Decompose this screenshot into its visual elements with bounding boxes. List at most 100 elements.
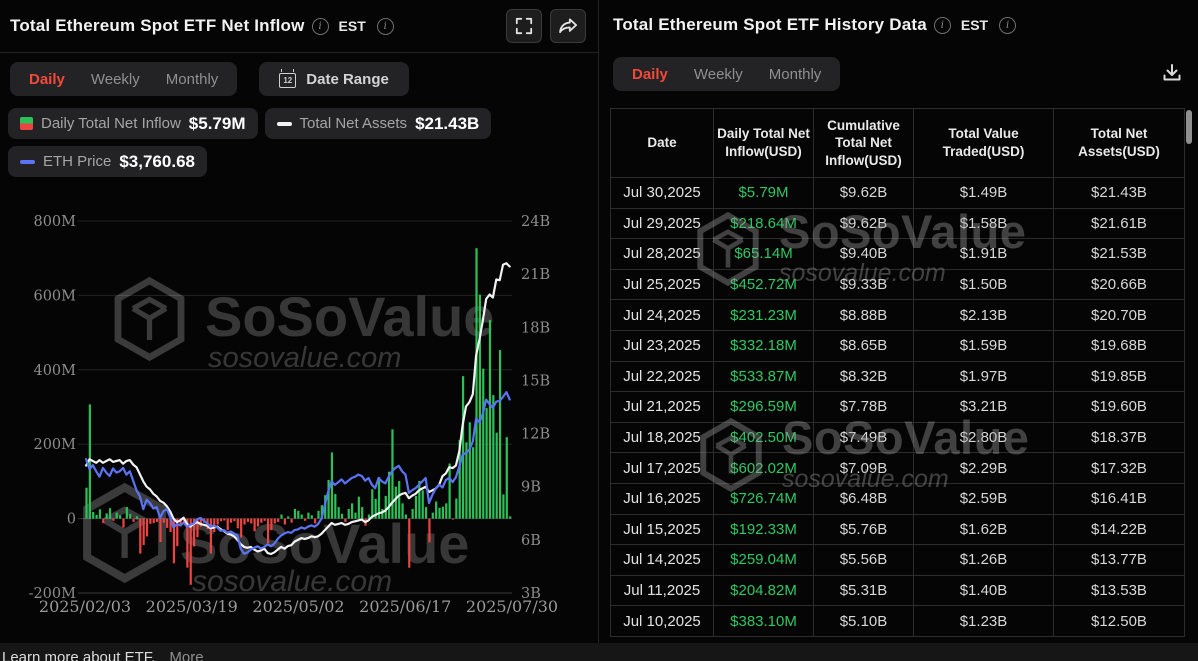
value-cell: $20.70B [1053, 299, 1185, 331]
value-cell: $17.32B [1053, 452, 1185, 484]
value-cell: $21.53B [1053, 238, 1185, 270]
date-cell: Jul 16,2025 [610, 482, 714, 515]
value-cell: $7.78B [813, 391, 914, 423]
etf-flow-chart[interactable]: SoSoValuesosovalue.comSoSoValuesosovalue… [0, 195, 598, 643]
column-header: Daily Total Net Inflow(USD) [713, 108, 814, 178]
value-cell: $8.88B [813, 299, 914, 331]
interval-tab-group: Daily Weekly Monthly [613, 57, 841, 91]
svg-text:sosovalue.com: sosovalue.com [208, 342, 401, 374]
date-cell: Jul 18,2025 [610, 421, 714, 454]
fullscreen-icon [515, 17, 533, 35]
value-cell: $1.91B [913, 238, 1054, 270]
value-cell: $602.02M [713, 452, 814, 484]
footer-more-link[interactable]: More [169, 649, 204, 661]
value-cell: $533.87M [713, 360, 814, 393]
svg-text:2025/03/19: 2025/03/19 [146, 597, 238, 616]
table-body: Jul 30,2025 $5.79M $9.62B $1.49B $21.43B Jul … [610, 177, 1185, 637]
svg-text:0: 0 [67, 512, 76, 528]
legend-swatch-icon [20, 159, 35, 164]
svg-text:15B: 15B [521, 373, 550, 389]
table-header-row: Date Daily Total Net Inflow(USD) Cumulativ… [610, 108, 1185, 178]
table-row: Jul 22,2025 $533.87M $8.32B $1.97B $19.85B [610, 360, 1185, 393]
share-button[interactable] [550, 9, 586, 43]
value-cell: $9.62B [813, 177, 914, 209]
column-header: Date [610, 108, 714, 178]
info-icon[interactable] [311, 17, 329, 35]
chart-header: Total Ethereum Spot ETF Net Inflow EST [0, 0, 598, 53]
value-cell: $1.58B [913, 207, 1054, 240]
value-cell: $19.60B [1053, 391, 1185, 423]
table-scrollbar[interactable] [1186, 110, 1192, 144]
info-icon[interactable] [933, 16, 951, 34]
date-cell: Jul 15,2025 [610, 513, 714, 546]
value-cell: $1.23B [913, 605, 1054, 637]
legend-value: $21.43B [415, 113, 480, 133]
svg-text:800M: 800M [33, 214, 76, 230]
download-icon [1163, 63, 1181, 80]
svg-text:18B: 18B [521, 320, 550, 336]
date-range-label: Date Range [306, 70, 389, 88]
legend-value: $5.79M [188, 113, 246, 133]
history-table-wrap: Date Daily Total Net Inflow(USD) Cumulativ… [610, 108, 1185, 638]
value-cell: $1.97B [913, 360, 1054, 393]
chart-title: Total Ethereum Spot ETF Net Inflow [10, 16, 305, 35]
svg-text:2025/07/30: 2025/07/30 [466, 597, 558, 616]
table-row: Jul 11,2025 $204.82M $5.31B $1.40B $13.53B [610, 574, 1185, 607]
legend-label: ETH Price [43, 153, 112, 170]
value-cell: $5.76B [813, 513, 914, 546]
svg-text:400M: 400M [33, 363, 76, 379]
date-range-button[interactable]: Date Range [259, 62, 409, 96]
value-cell: $20.66B [1053, 268, 1185, 301]
download-button[interactable] [1160, 61, 1184, 88]
legend-item-eth-price[interactable]: ETH Price $3,760.68 [8, 146, 207, 177]
value-cell: $1.62B [913, 513, 1054, 546]
value-cell: $16.41B [1053, 482, 1185, 515]
table-row: Jul 16,2025 $726.74M $6.48B $2.59B $16.41B [610, 482, 1185, 515]
date-cell: Jul 22,2025 [610, 360, 714, 393]
fullscreen-button[interactable] [506, 9, 542, 43]
legend-value: $3,760.68 [119, 151, 195, 171]
tab-monthly[interactable]: Monthly [153, 67, 232, 92]
share-icon [559, 18, 577, 34]
value-cell: $18.37B [1053, 421, 1185, 454]
legend-item-daily-total-net-inflow[interactable]: Daily Total Net Inflow $5.79M [8, 108, 258, 139]
table-row: Jul 21,2025 $296.59M $7.78B $3.21B $19.60B [610, 391, 1185, 423]
svg-text:6B: 6B [521, 533, 541, 549]
legend-swatch-icon [276, 121, 292, 126]
value-cell: $8.32B [813, 360, 914, 393]
table-row: Jul 15,2025 $192.33M $5.76B $1.62B $14.22B [610, 513, 1185, 546]
value-cell: $14.22B [1053, 513, 1185, 546]
value-cell: $5.10B [813, 605, 914, 637]
svg-text:3B: 3B [521, 586, 541, 602]
table-controls: Daily Weekly Monthly [613, 57, 1184, 91]
info-icon[interactable] [376, 17, 394, 35]
legend-item-total-net-assets[interactable]: Total Net Assets $21.43B [264, 108, 492, 139]
tab-monthly[interactable]: Monthly [756, 62, 835, 87]
legend-label: Total Net Assets [299, 115, 408, 132]
value-cell: $6.48B [813, 482, 914, 515]
tab-weekly[interactable]: Weekly [78, 67, 153, 92]
chart-legend: Daily Total Net Inflow $5.79M Total Net As… [8, 108, 586, 177]
svg-text:2025/06/17: 2025/06/17 [359, 597, 451, 616]
value-cell: $5.79M [713, 177, 814, 209]
date-cell: Jul 10,2025 [610, 605, 714, 637]
value-cell: $231.23M [713, 299, 814, 331]
value-cell: $402.50M [713, 421, 814, 454]
value-cell: $9.33B [813, 268, 914, 301]
table-row: Jul 25,2025 $452.72M $9.33B $1.50B $20.66B [610, 268, 1185, 301]
value-cell: $192.33M [713, 513, 814, 546]
svg-text:600M: 600M [33, 288, 76, 304]
net-inflow-panel: Total Ethereum Spot ETF Net Inflow EST D… [0, 0, 598, 643]
value-cell: $259.04M [713, 544, 814, 576]
table-row: Jul 14,2025 $259.04M $5.56B $1.26B $13.77B [610, 544, 1185, 576]
tab-weekly[interactable]: Weekly [681, 62, 756, 87]
tab-daily[interactable]: Daily [16, 67, 78, 92]
interval-tab-group: Daily Weekly Monthly [10, 62, 238, 96]
info-icon[interactable] [999, 16, 1017, 34]
date-cell: Jul 24,2025 [610, 299, 714, 331]
date-cell: Jul 21,2025 [610, 391, 714, 423]
tab-daily[interactable]: Daily [619, 62, 681, 87]
value-cell: $1.49B [913, 177, 1054, 209]
value-cell: $7.09B [813, 452, 914, 484]
value-cell: $332.18M [713, 329, 814, 362]
